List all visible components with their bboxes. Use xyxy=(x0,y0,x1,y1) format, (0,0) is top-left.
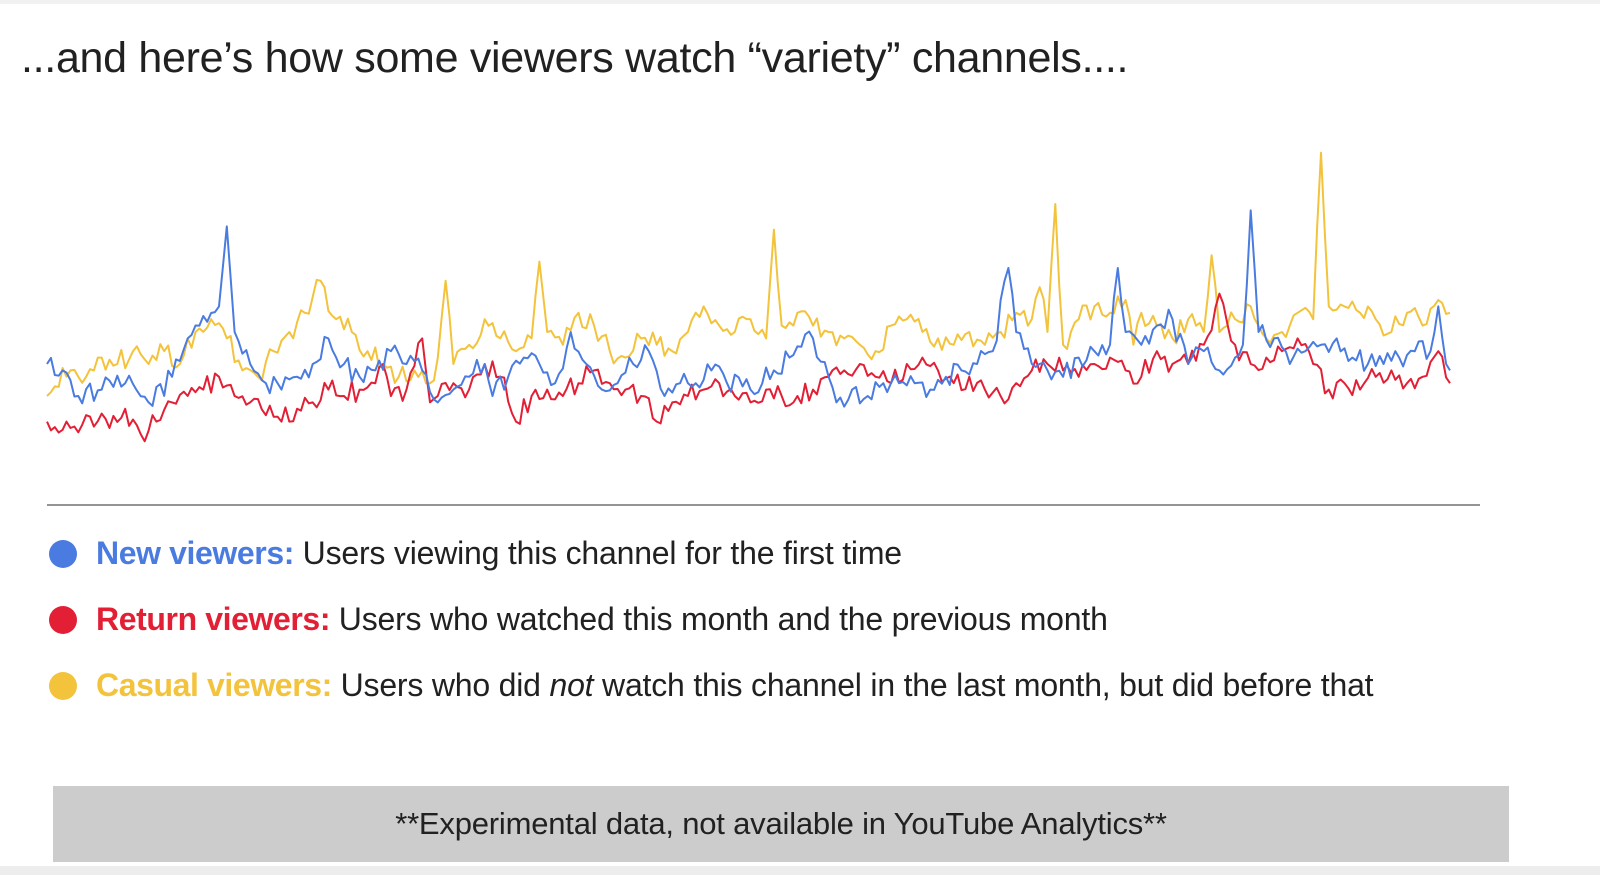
legend-dot-blue-icon xyxy=(49,540,77,568)
legend-desc-text: Users who watched this month and the pre… xyxy=(330,601,1108,637)
series-line-return-viewers xyxy=(46,292,1451,443)
line-chart xyxy=(46,151,1480,506)
legend-text: Return viewers: Users who watched this m… xyxy=(96,596,1108,642)
experimental-data-note: **Experimental data, not available in Yo… xyxy=(53,786,1509,862)
legend-text: Casual viewers: Users who did not watch … xyxy=(96,662,1374,708)
legend-desc-text: watch this channel in the last month, bu… xyxy=(593,667,1374,703)
top-strip xyxy=(0,0,1600,4)
legend-desc-text: Users who did xyxy=(331,667,550,703)
legend-dot-yellow-icon xyxy=(49,672,77,700)
legend-description: Users viewing this channel for the first… xyxy=(294,535,902,571)
legend-name: New viewers: xyxy=(96,535,294,571)
legend-description: Users who did not watch this channel in … xyxy=(331,667,1374,703)
bottom-strip xyxy=(0,866,1600,875)
legend-name: Return viewers: xyxy=(96,601,331,637)
legend-name: Casual viewers: xyxy=(96,667,332,703)
legend-text: New viewers: Users viewing this channel … xyxy=(96,530,902,576)
slide-title: ...and here’s how some viewers watch “va… xyxy=(21,34,1129,82)
legend-description: Users who watched this month and the pre… xyxy=(330,601,1108,637)
series-layer xyxy=(46,151,1451,443)
series-line-new-viewers xyxy=(46,209,1451,408)
series-line-casual-viewers xyxy=(46,151,1451,397)
legend-desc-emphasis: not xyxy=(549,667,594,703)
legend-desc-text: Users viewing this channel for the first… xyxy=(293,535,902,571)
legend-dot-red-icon xyxy=(49,606,77,634)
